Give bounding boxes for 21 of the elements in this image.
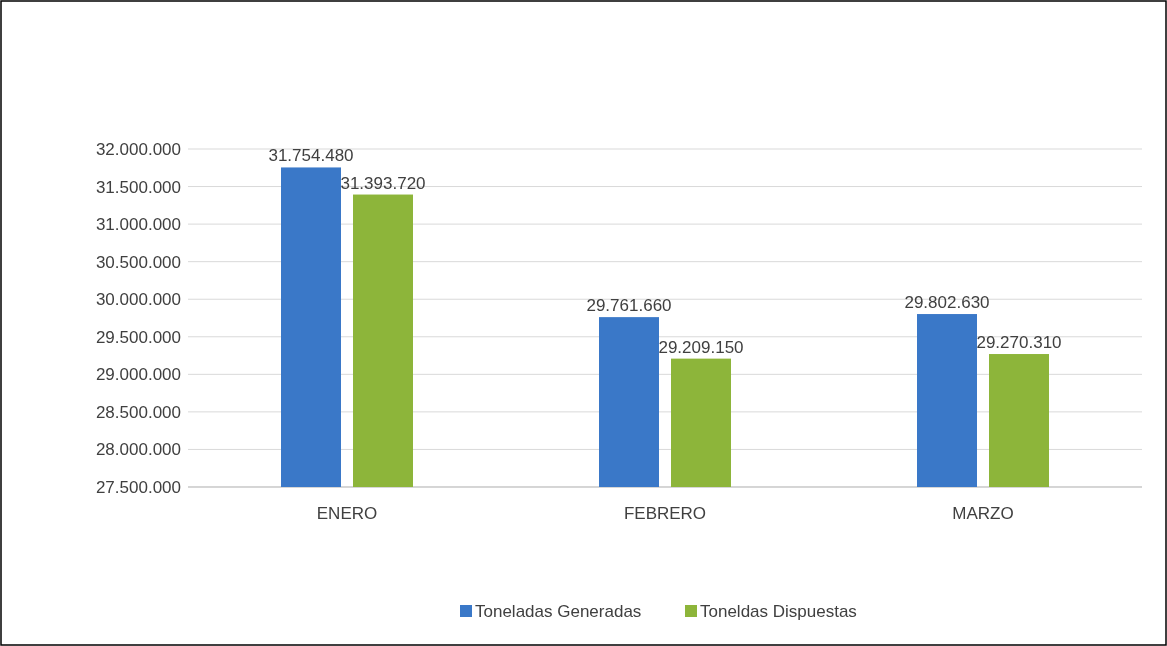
y-tick-label: 30.000.000: [95, 290, 181, 310]
legend-label: Toneladas Generadas: [475, 601, 642, 621]
x-tick-label: ENERO: [316, 504, 378, 523]
y-tick-label: 29.000.000: [95, 365, 181, 385]
data-label: 31.393.720: [340, 173, 426, 193]
data-label: 29.209.150: [658, 337, 744, 357]
y-tick-label: 31.000.000: [95, 215, 181, 235]
data-label: 29.270.310: [976, 333, 1062, 353]
y-tick-label: 27.500.000: [95, 477, 181, 497]
legend-label: Toneldas Dispuestas: [700, 601, 857, 621]
x-tick-label: MARZO: [952, 504, 1014, 523]
data-label: 31.754.480: [268, 146, 354, 166]
y-tick-label: 31.500.000: [95, 177, 181, 197]
data-label: 29.802.630: [904, 293, 990, 313]
y-tick-label: 30.500.000: [95, 252, 181, 272]
y-tick-label: 32.000.000: [95, 139, 181, 159]
y-tick-label: 29.500.000: [95, 327, 181, 347]
y-tick-label: 28.000.000: [95, 440, 181, 460]
x-tick-label: FEBRERO: [623, 504, 707, 523]
data-label: 29.761.660: [586, 296, 672, 316]
y-tick-label: 28.500.000: [95, 402, 181, 422]
